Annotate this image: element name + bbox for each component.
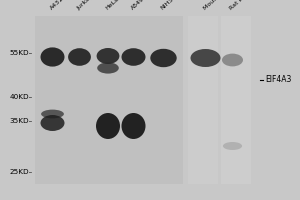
Text: 40KD–: 40KD– [9,94,32,100]
Ellipse shape [40,115,64,131]
Ellipse shape [122,113,146,139]
Text: EIF4A3: EIF4A3 [265,75,291,84]
Ellipse shape [41,110,64,118]
Text: Rat kidney: Rat kidney [229,0,257,11]
Ellipse shape [68,48,91,66]
Bar [188,16,218,184]
Text: 35KD–: 35KD– [9,118,32,124]
Ellipse shape [97,48,119,64]
Bar [34,16,183,184]
Text: Jurkat: Jurkat [76,0,93,11]
Text: 25KD–: 25KD– [9,169,32,175]
Text: Mouse spleen: Mouse spleen [202,0,238,11]
Bar [220,16,250,184]
Ellipse shape [97,62,119,74]
Ellipse shape [222,54,243,66]
Ellipse shape [150,49,177,67]
Ellipse shape [122,48,146,66]
Ellipse shape [223,142,242,150]
Ellipse shape [96,113,120,139]
Text: HeLa: HeLa [105,0,120,11]
Ellipse shape [40,47,64,67]
Text: 55KD–: 55KD– [9,50,32,56]
Text: A431: A431 [49,0,64,11]
Ellipse shape [190,49,220,67]
Text: NIH3T3: NIH3T3 [160,0,181,11]
Text: A549: A549 [130,0,146,11]
